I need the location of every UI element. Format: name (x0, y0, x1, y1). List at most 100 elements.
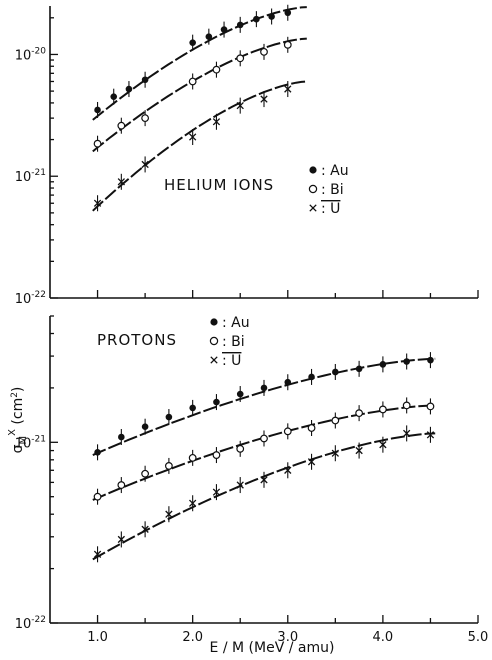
panel-1-point-bi (141, 114, 150, 123)
panel-1-point-u (212, 118, 221, 126)
panel-1-y-tick-exponent: -22 (31, 290, 46, 300)
panel-2-point-u-stroke-b (165, 510, 173, 518)
panel-2-y-tick-exponent: -21 (31, 434, 46, 444)
panel-2-point-bi (164, 462, 173, 470)
panel-2-point-u-stroke-b (93, 550, 102, 558)
panel-2-point-u (355, 446, 363, 455)
panel-2-point-u (141, 525, 149, 533)
panel-1-y-tick-mantissa: 10 (15, 170, 32, 185)
panel-1-point-au (189, 39, 196, 46)
panel-2-y-tick-exponent: -22 (31, 615, 46, 625)
panel-2-point-au (427, 356, 434, 364)
panel-2-y-axis-label: σMX (cm2) (7, 387, 29, 454)
panel-2-point-u (260, 476, 268, 484)
panel-1-curve-u (92, 80, 307, 212)
panel-2-y-tick-mantissa: 10 (15, 436, 32, 451)
panel-2-label: PROTONS (97, 331, 177, 349)
panel-1-point-u-stroke-b (117, 178, 125, 186)
panel-2-legend-marker-3 (210, 356, 218, 364)
panel-1-y-tick-exponent: -21 (31, 168, 46, 178)
panel-2-legend-marker-1 (210, 318, 218, 326)
panel-1-point-au (94, 106, 101, 114)
y-label-close: ) (10, 387, 26, 392)
panel-2-point-bi (331, 416, 340, 425)
panel-2-point-au (118, 433, 125, 441)
panel-2-point-u-stroke-b (403, 429, 411, 438)
panel-2-point-u (331, 449, 339, 457)
panel-2-point-bi (260, 434, 268, 443)
panel-1-point-u (117, 178, 125, 186)
panel-1-point-u (141, 160, 149, 169)
panel-2-y-tick-label: 10-21 (15, 434, 46, 451)
panel-2-point-u (189, 499, 197, 507)
panel-2-point-u (426, 431, 435, 439)
panel-2-point-u (236, 481, 244, 489)
panel-2-point-bi (236, 444, 245, 453)
panel-2-point-au (379, 361, 387, 368)
panel-2-point-u-stroke-b (260, 476, 268, 484)
panel-1-point-bi (260, 47, 268, 56)
panel-1-point-u-stroke-b (284, 85, 292, 93)
panel-2-point-bi (378, 405, 387, 414)
panel-2-point-bi (212, 451, 221, 459)
panel-2-point-au (308, 373, 315, 381)
panel-1-point-au (220, 26, 228, 33)
panel-2-point-u (117, 535, 125, 544)
panel-1-point-au (141, 76, 149, 84)
panel-2-x-tick-label: 5.0 (468, 630, 489, 645)
panel-2-point-bi (283, 427, 292, 436)
panel-2-legend-label-1: : Au (222, 315, 250, 331)
y-label-superscript: X (7, 429, 18, 436)
panel-2-point-u (93, 550, 102, 558)
panel-2-point-bi (188, 453, 197, 462)
panel-1-point-bi (212, 65, 221, 74)
panel-2-point-au (165, 413, 173, 421)
panel-2-point-au (141, 423, 149, 430)
panel-2-point-au (403, 358, 410, 365)
panel-2-y-tick-label: 10-22 (15, 615, 46, 632)
panel-1-point-u (189, 133, 197, 141)
panel-2-point-bi (93, 492, 102, 501)
panel-1-y-tick-label: 10-20 (15, 46, 47, 63)
panel-2-point-au (213, 398, 220, 406)
panel-1-point-bi (283, 40, 292, 49)
panel-2-point-bi (141, 469, 150, 478)
panel-1-y-tick-mantissa: 10 (15, 48, 32, 63)
panel-1-point-bi (188, 77, 197, 86)
panel-2-point-u (284, 466, 292, 474)
panel-2-point-bi (117, 481, 126, 489)
y-label-subscript: M (18, 436, 29, 445)
panel-2-point-u-stroke-b (284, 466, 292, 474)
panel-2-point-u-stroke-b (307, 458, 316, 466)
panel-2-point-au (355, 365, 363, 373)
panel-1-label: HELIUM IONS (164, 176, 274, 194)
panel-1-legend-marker-2 (308, 184, 318, 194)
panel-1-point-u-stroke-b (141, 160, 149, 169)
panel-1-point-bi (93, 139, 102, 148)
panel-2-legend-label-2: : Bi (222, 334, 245, 350)
panel-2-point-u-stroke-b (189, 499, 197, 507)
panel-1-y-tick-label: 10-22 (15, 290, 46, 307)
panel-1-legend-marker-1 (309, 166, 317, 174)
panel-1-legend-label-3: : U (321, 201, 340, 217)
panel-2-point-au (260, 384, 268, 392)
panel-1-point-au (125, 85, 133, 93)
y-label-unit-exponent: 2 (10, 392, 20, 398)
panel-2-point-u-stroke-b (117, 535, 125, 544)
panel-1-point-au (253, 15, 260, 23)
panel-1-curve-au (92, 6, 307, 121)
panel-2-legend-marker-2 (209, 336, 219, 346)
panel-2-point-u (307, 458, 316, 466)
panel-2-point-bi (307, 424, 316, 432)
panel-2-point-u-stroke-b (426, 431, 435, 439)
panel-2-point-u-stroke-b (379, 441, 387, 449)
panel-2-y-tick-mantissa: 10 (15, 617, 32, 632)
panel-1-point-u (260, 95, 268, 103)
panel-1-point-au (268, 13, 275, 20)
panel-1-point-u-stroke-b (93, 199, 102, 207)
panel-1-point-bi (236, 54, 245, 63)
panel-1-y-tick-label: 10-21 (15, 168, 46, 185)
panel-2-point-u (379, 441, 387, 449)
panel-1-point-u-stroke-b (236, 101, 244, 110)
